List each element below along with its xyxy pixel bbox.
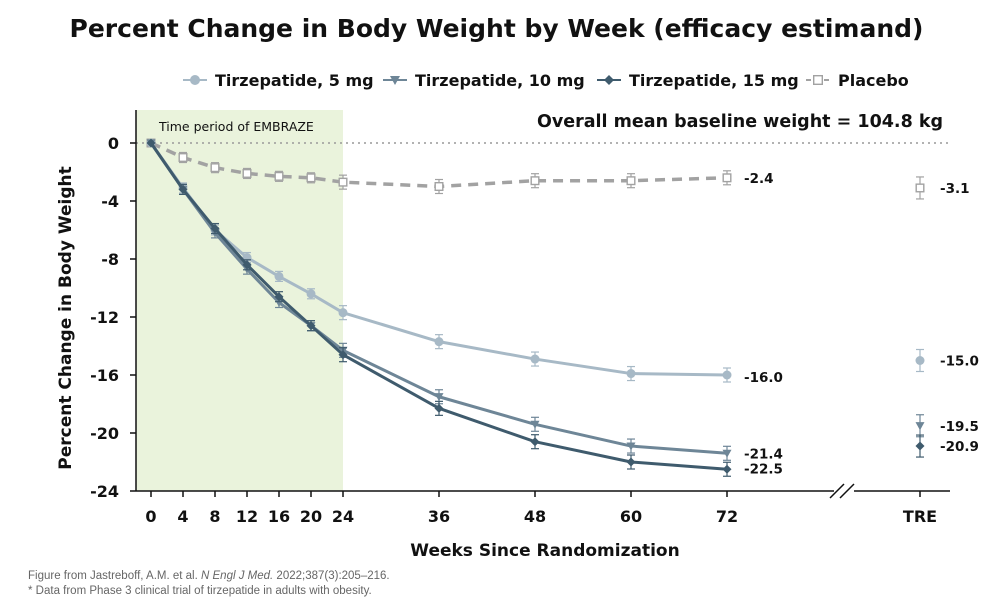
tre-label: -3.1 [940,181,970,197]
data-point [530,176,540,186]
data-point [530,354,540,364]
data-point [306,173,316,183]
data-point [306,289,316,299]
x-tick-label: 16 [268,507,290,526]
source-citation: Figure from Jastreboff, A.M. et al. N En… [28,569,390,584]
data-point [178,184,188,194]
tre-data-point [915,183,925,193]
legend-marker [390,76,400,85]
data-point [626,176,636,186]
series-line [150,141,728,189]
legend-label: Tirzepatide, 10 mg [415,71,585,90]
legend-marker [190,75,200,85]
legend-label: Tirzepatide, 15 mg [629,71,799,90]
x-tick-label: 48 [524,507,546,526]
data-point [210,163,220,173]
series-end-label: -21.4 [744,446,783,462]
source-prefix: Figure from Jastreboff, A.M. et al. [28,570,201,582]
shaded-region-label: Time period of EMBRAZE [158,119,314,134]
y-tick-label: -12 [90,308,119,327]
legend-label: Placebo [838,71,909,90]
data-point [434,403,444,413]
x-tick-label: TRE [903,507,937,526]
data-point [626,457,636,467]
chart-title: Percent Change in Body Weight by Week (e… [69,14,924,43]
data-point [178,152,188,162]
x-tick-label: 20 [300,507,322,526]
x-tick-label: 72 [716,507,738,526]
y-tick-label: -8 [101,250,119,269]
data-point [626,369,636,379]
data-point [434,337,444,347]
tre-label: -19.5 [940,419,979,435]
legend-label: Tirzepatide, 5 mg [215,71,374,90]
legend-marker [604,75,614,85]
legend-marker [813,74,824,85]
data-point [338,350,348,360]
tre-data-point [915,356,925,365]
data-point [274,171,284,181]
x-tick-label: 0 [145,507,156,526]
figure-footer: Figure from Jastreboff, A.M. et al. N En… [28,569,390,599]
data-point [722,449,732,458]
source-suffix: 2022;387(3):205–216. [273,570,390,582]
data-point [338,308,348,318]
y-tick-label: -4 [101,192,119,211]
tre-label: -15.0 [940,354,979,370]
axis-break-mark [829,483,845,499]
baseline-weight-annotation: Overall mean baseline weight = 104.8 kg [536,112,943,132]
data-point [210,224,220,234]
series-end-label: -22.5 [744,461,783,477]
data-note: * Data from Phase 3 clinical trial of ti… [28,585,372,597]
x-tick-label: 12 [236,507,258,526]
y-tick-label: -20 [90,424,119,443]
data-point [338,177,348,187]
x-axis-title: Weeks Since Randomization [410,541,679,561]
x-tick-label: 60 [620,507,642,526]
data-point [146,138,156,148]
y-tick-label: -16 [90,366,119,385]
data-point [306,321,316,331]
y-tick-label: -24 [90,482,119,501]
data-point [274,292,284,302]
data-point [242,168,252,178]
data-point [434,393,444,402]
x-tick-label: 8 [209,507,220,526]
tre-label: -20.9 [940,439,979,455]
data-point [274,298,284,307]
y-axis-title: Percent Change in Body Weight [56,166,76,469]
data-point [530,420,540,429]
data-point [242,260,252,270]
data-point [530,437,540,447]
series-end-label: -16.0 [744,370,783,386]
x-tick-label: 24 [332,507,354,526]
data-point [722,370,732,380]
x-tick-label: 36 [428,507,450,526]
data-point [274,271,284,281]
data-point [722,464,732,474]
data-point [434,181,444,191]
series-end-label: -2.4 [744,171,774,187]
journal-name: N Engl J Med. [201,570,274,582]
tre-data-point [915,441,925,451]
y-tick-label: 0 [108,134,119,153]
x-tick-label: 4 [177,507,188,526]
data-point [626,442,636,451]
data-point [722,173,732,183]
axis-break-mark [839,483,855,499]
tre-data-point [915,422,925,431]
